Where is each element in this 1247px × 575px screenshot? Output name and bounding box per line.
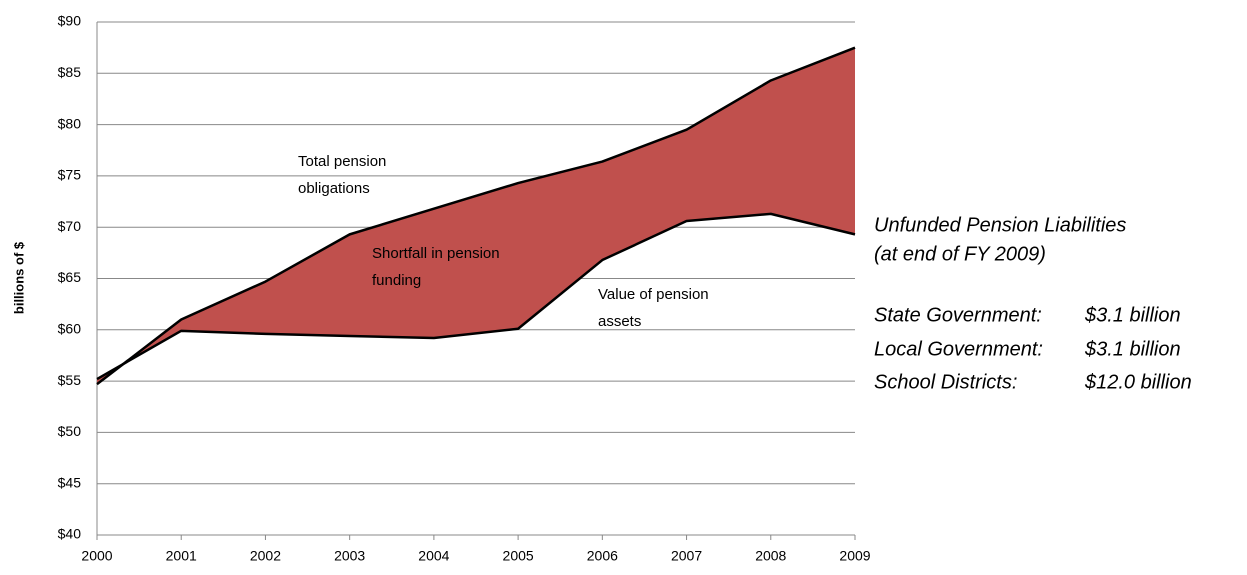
y-axis-label: billions of $ (11, 241, 26, 314)
annotation: Value of pension (598, 286, 709, 303)
y-tick-label: $70 (58, 218, 82, 234)
x-tick-label: 2008 (755, 548, 786, 564)
x-tick-label: 2005 (503, 548, 534, 564)
x-tick-label: 2007 (671, 548, 702, 564)
series-line (96, 212, 856, 381)
y-tick-label: $85 (58, 64, 82, 80)
note-label: School Districts: (874, 371, 1017, 393)
y-tick-label: $50 (58, 423, 82, 439)
note-subtitle: (at end of FY 2009) (874, 243, 1046, 265)
y-tick-label: $75 (58, 167, 82, 183)
annotation: funding (372, 272, 421, 289)
y-tick-label: $80 (58, 115, 82, 131)
x-tick-label: 2000 (81, 548, 112, 564)
y-tick-label: $60 (58, 321, 82, 337)
x-tick-label: 2003 (334, 548, 365, 564)
annotation: Shortfall in pension (372, 245, 500, 262)
x-tick-label: 2009 (839, 548, 870, 564)
x-tick-label: 2002 (250, 548, 281, 564)
note-value: $3.1 billion (1084, 304, 1181, 326)
note-value: $3.1 billion (1084, 338, 1181, 360)
x-tick-label: 2001 (166, 548, 197, 564)
y-tick-label: $40 (58, 526, 82, 542)
x-tick-label: 2006 (587, 548, 618, 564)
note-label: State Government: (874, 304, 1042, 326)
note-value: $12.0 billion (1084, 371, 1192, 393)
annotation: Total pension (298, 153, 386, 170)
shortfall-area (97, 47, 855, 385)
annotation: obligations (298, 180, 370, 197)
y-tick-label: $55 (58, 372, 82, 388)
series-line (96, 46, 856, 386)
note-title: Unfunded Pension Liabilities (874, 214, 1126, 236)
y-tick-label: $90 (58, 13, 82, 29)
x-tick-label: 2004 (418, 548, 449, 564)
note-label: Local Government: (874, 338, 1043, 360)
annotation: assets (598, 313, 641, 330)
y-tick-label: $45 (58, 474, 82, 490)
y-tick-label: $65 (58, 269, 82, 285)
